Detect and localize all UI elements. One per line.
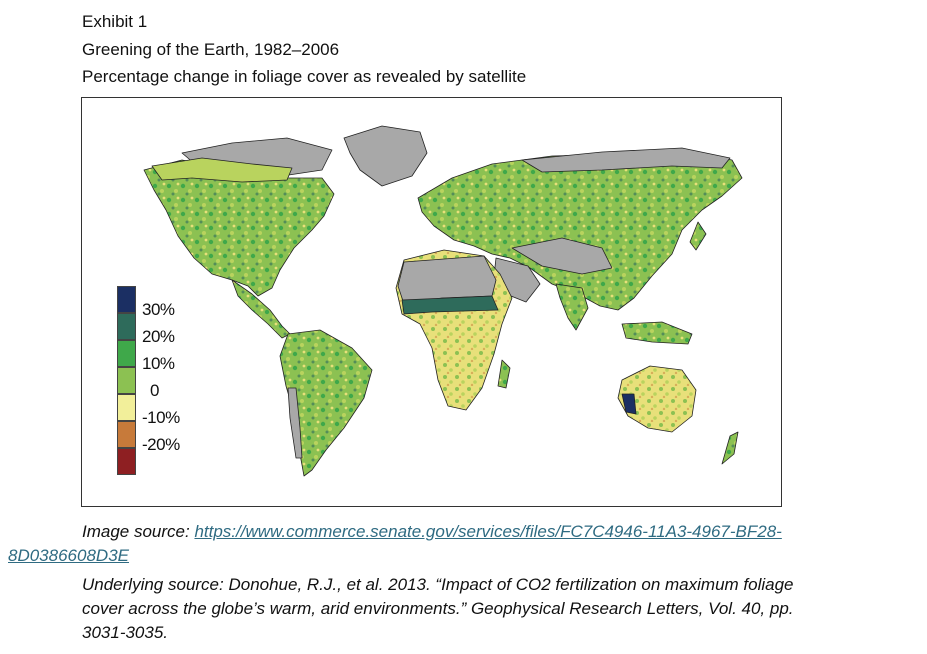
legend-label-10: 10% [142, 354, 175, 373]
north-america-arctic [151, 157, 293, 183]
legend-swatch-30 [117, 286, 136, 313]
underlying-source-line-2: cover across the globe’s warm, arid envi… [82, 599, 794, 618]
new-zealand [721, 431, 739, 465]
north-america [143, 159, 335, 297]
world-map: 30% 20% 10% 0 -10% -20% [81, 97, 782, 507]
se-asia-islands [621, 321, 693, 345]
legend-label-minus20: -20% [142, 435, 180, 454]
legend-label-30: 30% [142, 300, 175, 319]
legend-swatch-10 [117, 340, 136, 367]
atacama [287, 387, 303, 459]
image-source-prefix: Image source: [82, 522, 195, 541]
central-america [231, 279, 291, 339]
legend-label-20: 20% [142, 327, 175, 346]
image-source-line-cont: 8D0386608D3E [8, 544, 129, 568]
legend-swatch-minus30 [117, 448, 136, 475]
australia-west [621, 393, 637, 415]
legend-label-minus10: -10% [142, 408, 180, 427]
siberia-north [521, 147, 731, 173]
legend-label-0: 0 [150, 381, 159, 400]
underlying-source-line-1: Underlying source: Donohue, R.J., et al.… [82, 575, 794, 594]
figure-subtitle: Percentage change in foliage cover as re… [82, 67, 527, 86]
world-map-graphic [143, 125, 743, 477]
south-america [279, 329, 373, 477]
image-source-link-cont[interactable]: 8D0386608D3E [8, 546, 129, 565]
figure-title: Greening of the Earth, 1982–2006 [82, 40, 340, 59]
japan [689, 221, 707, 251]
australia [617, 365, 697, 433]
exhibit-label: Exhibit 1 [82, 12, 148, 31]
greenland [343, 125, 428, 187]
legend-swatch-20 [117, 313, 136, 340]
india [555, 283, 589, 331]
madagascar [497, 359, 511, 389]
legend-swatch-minus20 [117, 421, 136, 448]
central-asia-desert [511, 237, 613, 275]
sahel-band [401, 295, 499, 315]
legend-swatch-minus10 [117, 394, 136, 421]
image-source-line: Image source: https://www.commerce.senat… [82, 520, 782, 544]
map-legend: 30% 20% 10% 0 -10% -20% [117, 286, 207, 482]
image-source-link[interactable]: https://www.commerce.senate.gov/services… [194, 522, 782, 541]
underlying-source-line-3: 3031-3035. [82, 623, 169, 642]
legend-swatch-0 [117, 367, 136, 394]
